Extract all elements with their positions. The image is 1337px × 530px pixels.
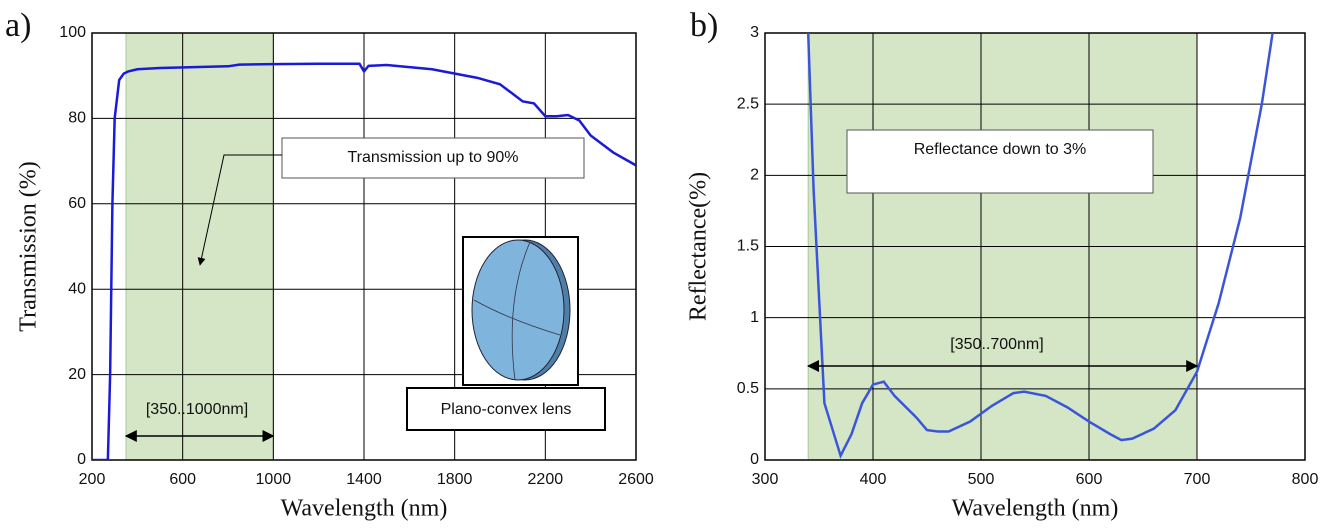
x-tick-label: 800: [1292, 471, 1319, 488]
line: [806, 33, 1274, 460]
annotation: Transmission up to 90%: [347, 149, 518, 166]
x-tick-label: 300: [752, 471, 779, 488]
y-tick-label: 0.5: [737, 380, 759, 397]
annotation-box: [406, 387, 606, 431]
x-tick-label: 2200: [528, 471, 564, 488]
x-tick-label: 400: [860, 471, 887, 488]
y-tick-label: 20: [68, 366, 86, 383]
y-tick-label: 80: [68, 110, 86, 127]
x-tick-label: 700: [1184, 471, 1211, 488]
y-tick-label: 1: [750, 309, 759, 326]
x-axis-title: Wavelength (nm): [281, 496, 448, 522]
annotation: [350..1000nm]: [146, 401, 248, 418]
y-tick-label: 3: [750, 24, 759, 41]
y-tick-label: 1.5: [737, 238, 759, 255]
x-tick-label: 1000: [256, 471, 292, 488]
annotation: Plano-convex lens: [441, 401, 572, 418]
plot-frame: [764, 32, 1306, 461]
y-axis-title: Reflectance(%): [686, 172, 712, 321]
annotation: Reflectance down to 3%: [914, 141, 1087, 158]
line: [92, 62, 636, 460]
y-tick-label: 100: [59, 24, 86, 41]
y-tick-label: 2.5: [737, 95, 759, 112]
x-tick-label: 1800: [437, 471, 473, 488]
x-tick-label: 1400: [346, 471, 382, 488]
plot-frame: [91, 32, 637, 461]
panel-label: b): [690, 7, 718, 44]
x-tick-label: 600: [1076, 471, 1103, 488]
lens-face: [471, 239, 565, 381]
annotation-box: [281, 137, 585, 179]
annotation-box: [846, 129, 1154, 194]
x-tick-label: 200: [79, 471, 106, 488]
y-axis-title: Transmission (%): [16, 161, 42, 331]
x-tick-label: 500: [968, 471, 995, 488]
y-tick-label: 0: [750, 451, 759, 468]
lens-lines: [473, 241, 561, 381]
x-tick-label: 2600: [618, 471, 654, 488]
y-tick-label: 60: [68, 195, 86, 212]
x-tick-label: 600: [169, 471, 196, 488]
annotation-arrow: [197, 154, 282, 266]
shaded-range: [125, 32, 274, 461]
y-tick-label: 0: [77, 451, 86, 468]
panel-label: a): [5, 7, 31, 44]
y-tick-label: 40: [68, 280, 86, 297]
annotation: [350..700nm]: [950, 336, 1043, 353]
x-axis-title: Wavelength (nm): [952, 496, 1119, 522]
y-tick-label: 2: [750, 167, 759, 184]
